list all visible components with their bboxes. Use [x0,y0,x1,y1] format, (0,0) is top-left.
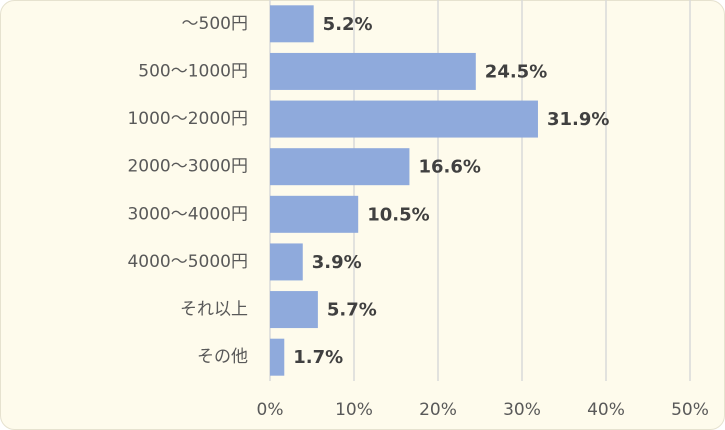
x-tick-label: 40% [587,400,625,420]
y-tick-label: 2000～3000円 [127,157,248,177]
x-tick-label: 20% [419,400,457,420]
bar [270,338,285,376]
y-tick-label: ～500円 [182,14,248,34]
y-tick-label: 4000～5000円 [127,252,248,272]
x-tick-label: 10% [335,400,373,420]
value-label: 16.6% [418,157,480,178]
x-tick-label: 50% [671,400,709,420]
value-label: 5.2% [323,14,373,35]
bar [270,291,318,329]
y-tick-label: 3000～4000円 [127,204,248,224]
bar [270,100,538,138]
value-label: 31.9% [547,109,609,130]
bar [270,148,410,186]
bar [270,243,303,281]
value-label: 1.7% [293,347,343,368]
y-tick-label: その他 [197,347,248,367]
bar [270,5,314,43]
value-label: 24.5% [485,61,547,82]
x-tick-label: 30% [503,400,541,420]
value-label: 5.7% [327,300,377,321]
bar [270,195,359,233]
value-label: 10.5% [367,204,429,225]
y-tick-label: 1000～2000円 [127,109,248,129]
x-tick-label: 0% [257,400,284,420]
bar [270,52,476,90]
y-tick-label: それ以上 [180,300,248,320]
value-label: 3.9% [312,252,362,273]
y-tick-label: 500～1000円 [138,61,248,81]
